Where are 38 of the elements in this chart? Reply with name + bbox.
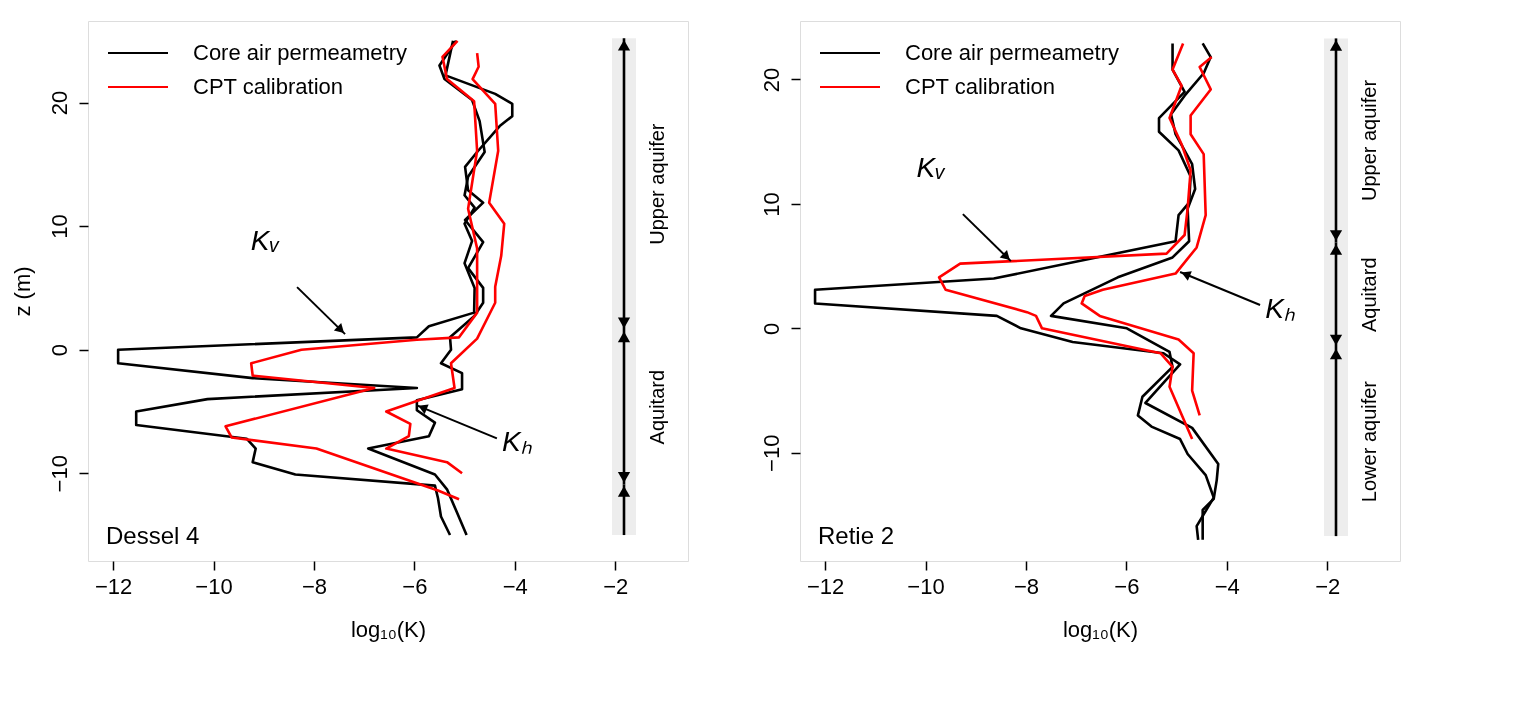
x-tick-label: −4 xyxy=(1214,573,1240,599)
x-tick-label: −10 xyxy=(907,573,945,599)
y-tick-label: 20 xyxy=(758,67,784,93)
y-tick-label: 0 xyxy=(46,344,72,357)
x-tick-label: −8 xyxy=(301,573,327,599)
y-tick-label: 0 xyxy=(758,322,784,335)
x-tick-label: −12 xyxy=(806,573,845,599)
band-label: Aquitard xyxy=(1358,257,1380,332)
annotation: Kᵥ xyxy=(250,225,281,257)
legend-label: Core air permeametry xyxy=(193,40,407,65)
annotation: Kᵥ xyxy=(916,152,947,184)
x-tick-label: −4 xyxy=(502,573,528,599)
annotation: Dessel 4 xyxy=(106,522,200,549)
band-label: Upper aquifer xyxy=(646,123,668,245)
y-tick-label: −10 xyxy=(758,434,784,472)
x-tick-label: −2 xyxy=(603,573,629,599)
legend-label: CPT calibration xyxy=(905,74,1055,99)
x-axis-title: log₁₀(K) xyxy=(350,616,427,642)
band-label: Upper aquifer xyxy=(1358,79,1380,202)
x-tick-label: −12 xyxy=(94,573,133,599)
y-tick-label: 20 xyxy=(46,90,72,116)
x-tick-label: −8 xyxy=(1013,573,1039,599)
x-tick-label: −2 xyxy=(1315,573,1341,599)
x-tick-label: −6 xyxy=(402,573,428,599)
legend-label: Core air permeametry xyxy=(905,40,1119,65)
y-tick-label: −10 xyxy=(46,455,72,493)
x-tick-label: −6 xyxy=(1114,573,1140,599)
annotation: Kₕ xyxy=(502,426,532,458)
annotation: Retie 2 xyxy=(818,522,895,549)
y-tick-label: 10 xyxy=(758,192,784,217)
band-label: Lower aquifer xyxy=(1358,380,1380,503)
band-label: Aquitard xyxy=(646,369,668,445)
x-axis-title: log₁₀(K) xyxy=(1062,616,1139,642)
y-axis-title: z (m) xyxy=(9,266,35,317)
y-tick-label: 10 xyxy=(46,214,72,239)
legend-label: CPT calibration xyxy=(193,74,343,99)
x-tick-label: −10 xyxy=(195,573,233,599)
annotation: Kₕ xyxy=(1265,292,1295,324)
